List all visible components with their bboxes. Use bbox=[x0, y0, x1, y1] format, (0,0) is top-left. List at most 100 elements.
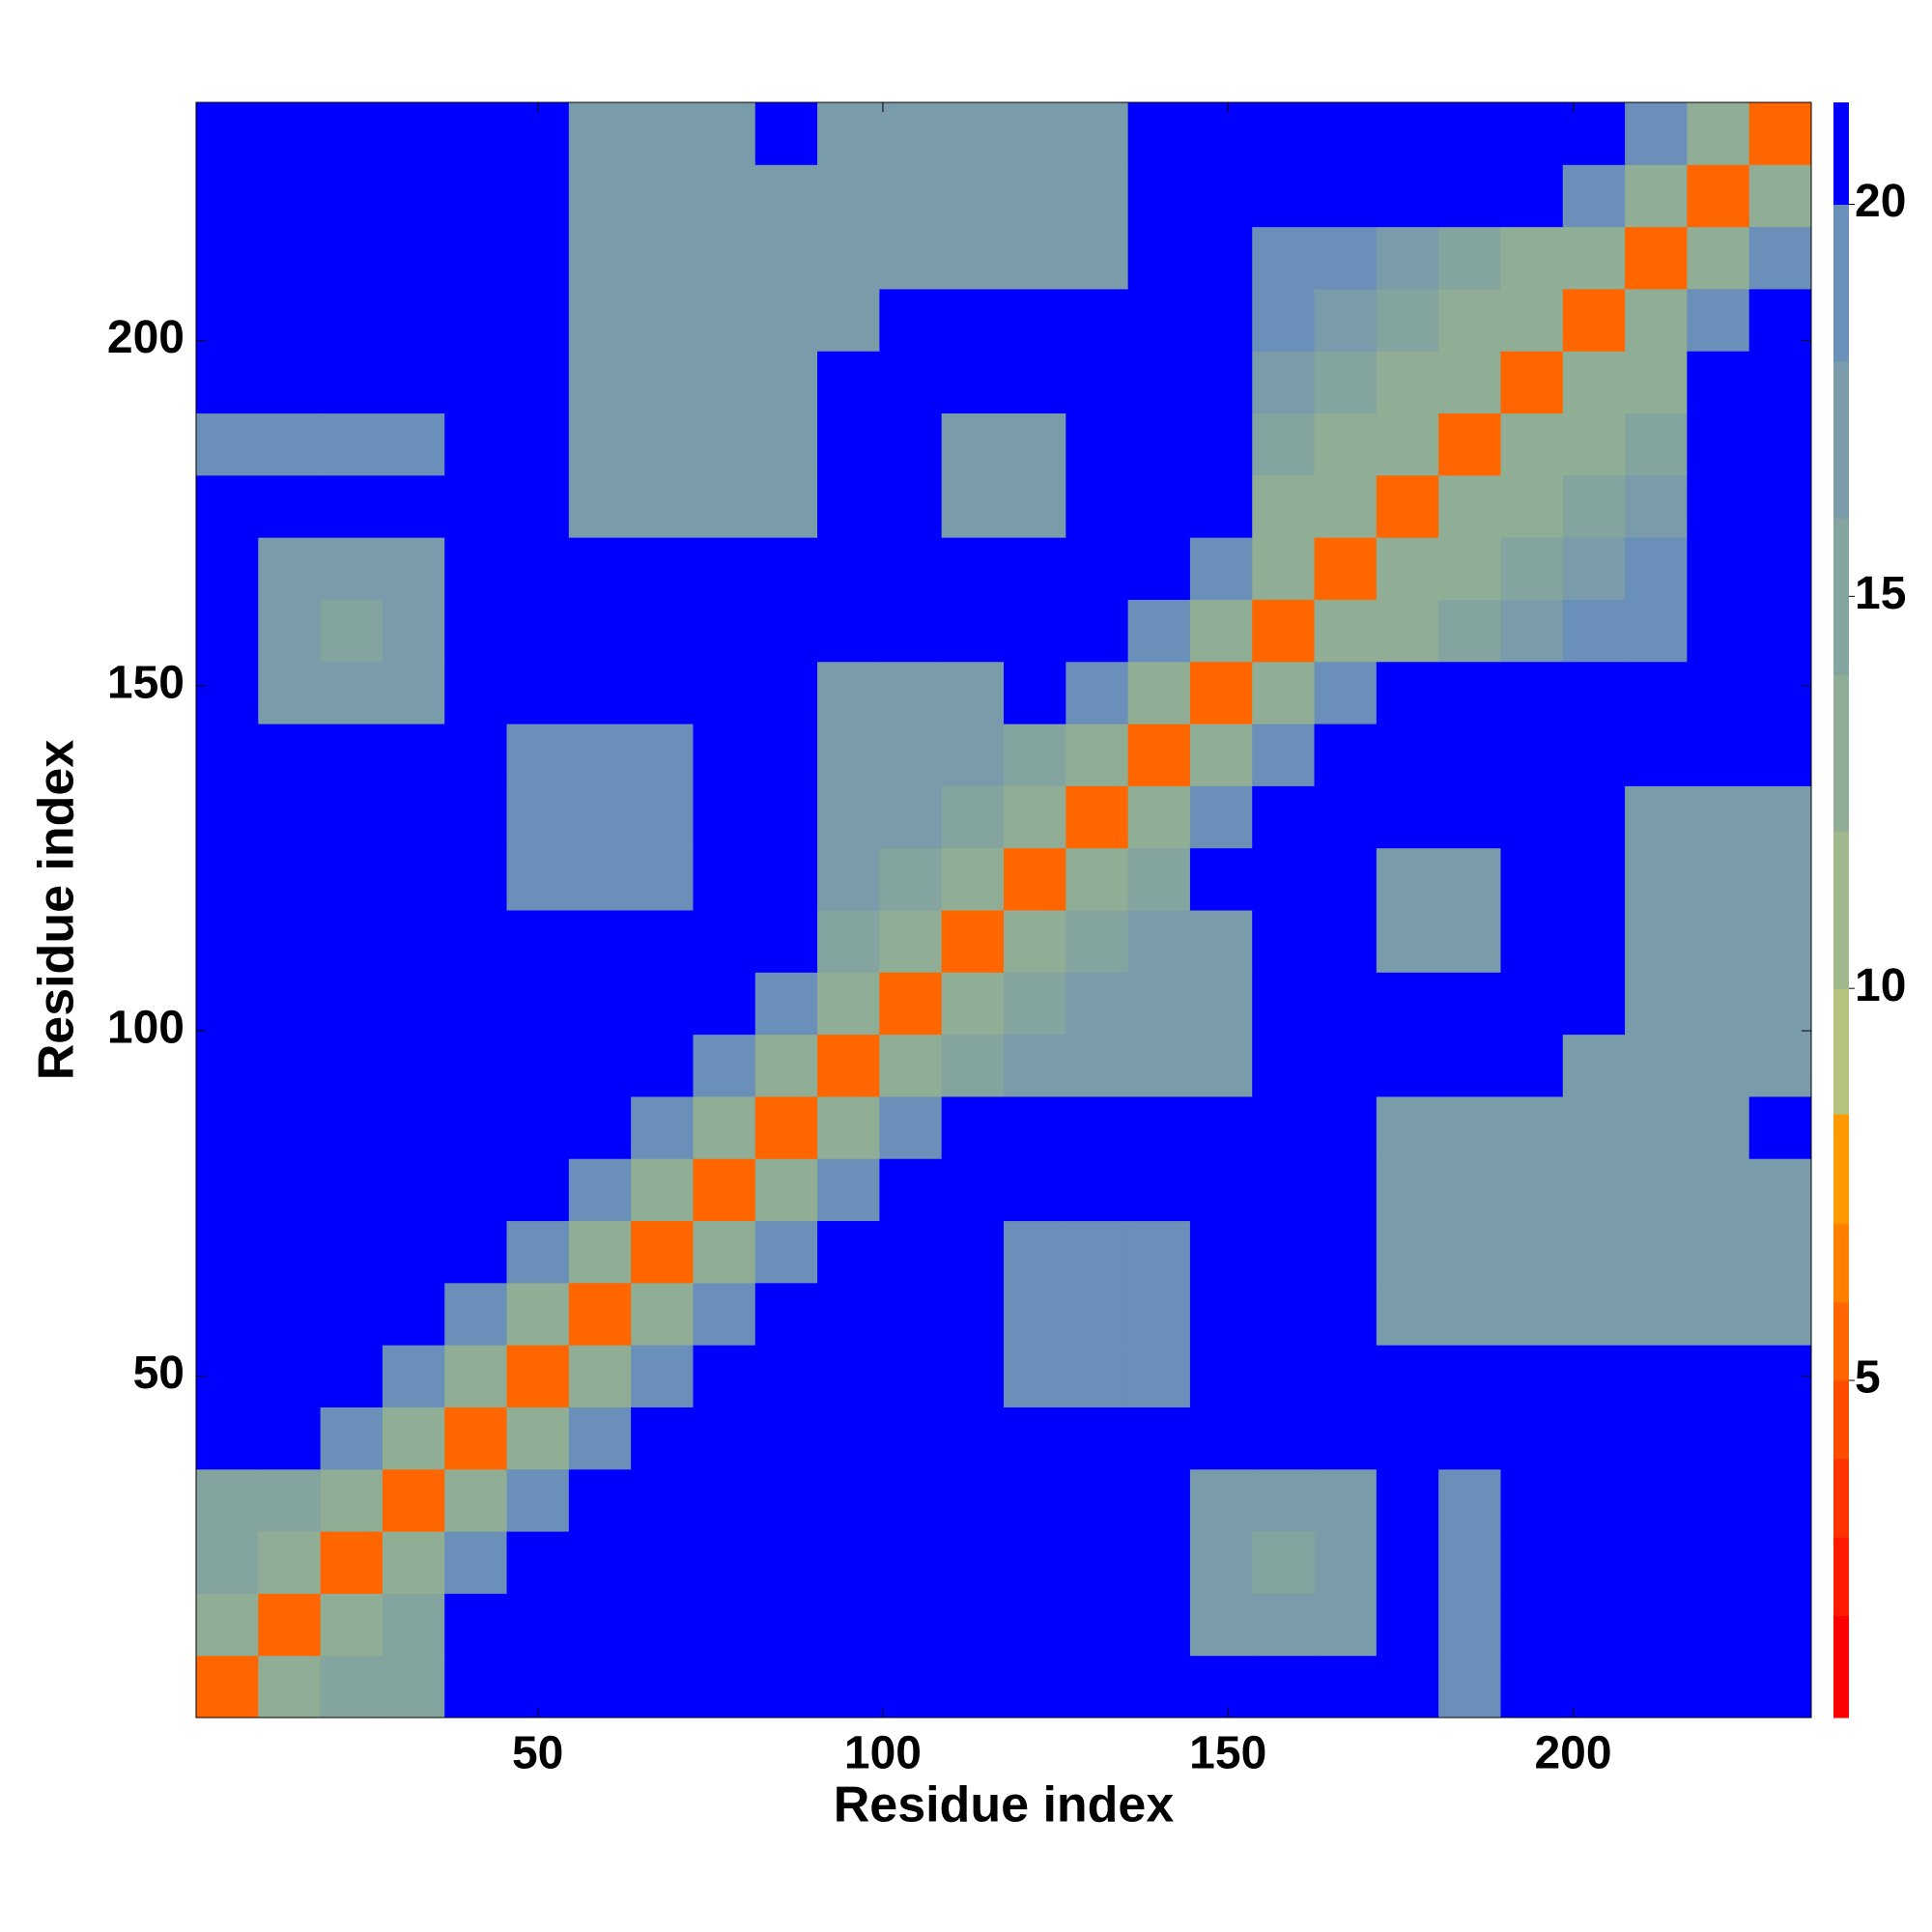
heatmap-cell bbox=[1625, 1406, 1688, 1470]
heatmap-cell bbox=[1376, 1220, 1439, 1284]
heatmap-cell bbox=[1189, 537, 1253, 600]
heatmap-cell bbox=[506, 1531, 570, 1594]
heatmap-cell bbox=[1562, 1095, 1626, 1159]
heatmap-cell bbox=[1438, 724, 1501, 786]
heatmap-cell bbox=[1500, 847, 1564, 911]
heatmap-cell bbox=[444, 1531, 508, 1594]
heatmap-cell bbox=[444, 1095, 508, 1159]
heatmap-cell bbox=[320, 226, 384, 290]
heatmap-cell bbox=[506, 474, 570, 538]
heatmap-cell bbox=[817, 1406, 880, 1470]
y-tick-label: 150 bbox=[107, 657, 185, 708]
heatmap-cell bbox=[1065, 785, 1129, 849]
heatmap-cell bbox=[941, 1282, 1005, 1346]
heatmap-cell bbox=[879, 288, 943, 352]
heatmap-cell bbox=[1127, 599, 1191, 663]
heatmap-cell bbox=[258, 972, 322, 1036]
heatmap-cell bbox=[754, 1593, 818, 1657]
heatmap-cell bbox=[258, 1345, 322, 1407]
heatmap-cell bbox=[693, 1655, 756, 1719]
heatmap-cell bbox=[1438, 1406, 1501, 1470]
heatmap-cell bbox=[258, 1655, 322, 1719]
heatmap-cell bbox=[196, 785, 259, 849]
heatmap-cell bbox=[1500, 164, 1564, 228]
heatmap-cell bbox=[1438, 910, 1501, 973]
heatmap-cell bbox=[506, 910, 570, 973]
heatmap-cell bbox=[1252, 724, 1316, 786]
heatmap-cell bbox=[568, 972, 632, 1036]
heatmap-cell bbox=[568, 1593, 632, 1657]
heatmap-cell bbox=[568, 102, 632, 165]
heatmap-cell bbox=[1314, 164, 1378, 228]
heatmap-cell bbox=[631, 1406, 694, 1470]
heatmap-cell bbox=[817, 1034, 880, 1097]
heatmap-cell bbox=[382, 1158, 445, 1222]
heatmap-cell bbox=[506, 1095, 570, 1159]
heatmap-cell bbox=[1065, 972, 1129, 1036]
heatmap-cell bbox=[1500, 412, 1564, 476]
heatmap-cell bbox=[941, 288, 1005, 352]
heatmap-cell bbox=[879, 1406, 943, 1470]
heatmap-cell bbox=[1376, 1034, 1439, 1097]
heatmap-cell bbox=[1562, 226, 1626, 290]
heatmap-cell bbox=[444, 102, 508, 165]
heatmap-cell bbox=[568, 1406, 632, 1470]
heatmap-cell bbox=[693, 910, 756, 973]
heatmap-cell bbox=[444, 1034, 508, 1097]
heatmap-cell bbox=[568, 1095, 632, 1159]
heatmap-cell bbox=[1748, 1220, 1812, 1284]
heatmap-cell bbox=[258, 1468, 322, 1532]
heatmap-cell bbox=[1127, 537, 1191, 600]
heatmap-cell bbox=[941, 1655, 1005, 1719]
heatmap-cell bbox=[444, 226, 508, 290]
y-axis-title: Residue index bbox=[29, 740, 85, 1081]
heatmap-cell bbox=[1687, 412, 1750, 476]
heatmap-cell bbox=[258, 474, 322, 538]
heatmap-cell bbox=[320, 537, 384, 600]
heatmap-cell bbox=[1252, 226, 1316, 290]
heatmap-cell bbox=[1252, 1655, 1316, 1719]
heatmap-cell bbox=[693, 847, 756, 911]
heatmap-cell bbox=[196, 910, 259, 973]
heatmap-cell bbox=[320, 102, 384, 165]
heatmap-cell bbox=[941, 1095, 1005, 1159]
heatmap-cell bbox=[631, 1095, 694, 1159]
heatmap-cell bbox=[1687, 288, 1750, 352]
heatmap-cell bbox=[1687, 910, 1750, 973]
heatmap-cell bbox=[1004, 1655, 1066, 1719]
heatmap-cell bbox=[258, 1593, 322, 1657]
heatmap-cell bbox=[1189, 1220, 1253, 1284]
heatmap-cell bbox=[1252, 351, 1316, 414]
heatmap-cell bbox=[1004, 351, 1066, 414]
heatmap-cell bbox=[568, 599, 632, 663]
heatmap-cell bbox=[444, 661, 508, 724]
heatmap-cell bbox=[1004, 102, 1066, 165]
colorbar-tick-label: 20 bbox=[1855, 176, 1906, 227]
heatmap-cell bbox=[1625, 847, 1688, 911]
heatmap-cell bbox=[258, 1406, 322, 1470]
heatmap-cell bbox=[506, 1406, 570, 1470]
heatmap-cell bbox=[1252, 910, 1316, 973]
heatmap-cell bbox=[1189, 1531, 1253, 1594]
heatmap-cell bbox=[1562, 1531, 1626, 1594]
heatmap-cell bbox=[1314, 1282, 1378, 1346]
heatmap-cell bbox=[1625, 1095, 1688, 1159]
heatmap-cell bbox=[1687, 226, 1750, 290]
heatmap-cell bbox=[631, 1531, 694, 1594]
heatmap-cell bbox=[1189, 1655, 1253, 1719]
heatmap-cell bbox=[382, 661, 445, 724]
heatmap-cell bbox=[1004, 1034, 1066, 1097]
heatmap-cell bbox=[1500, 1468, 1564, 1532]
heatmap-cell bbox=[1500, 910, 1564, 973]
heatmap-cell bbox=[1438, 537, 1501, 600]
heatmap-cell bbox=[1438, 226, 1501, 290]
heatmap-cell bbox=[196, 412, 259, 476]
heatmap-cell bbox=[1687, 1655, 1750, 1719]
heatmap-cell bbox=[1004, 537, 1066, 600]
heatmap-cell bbox=[1500, 1593, 1564, 1657]
heatmap-cell bbox=[1562, 785, 1626, 849]
heatmap-cell bbox=[1065, 1345, 1129, 1407]
heatmap-cell bbox=[941, 1468, 1005, 1532]
heatmap-cell bbox=[1127, 1406, 1191, 1470]
heatmap-cell bbox=[568, 847, 632, 911]
